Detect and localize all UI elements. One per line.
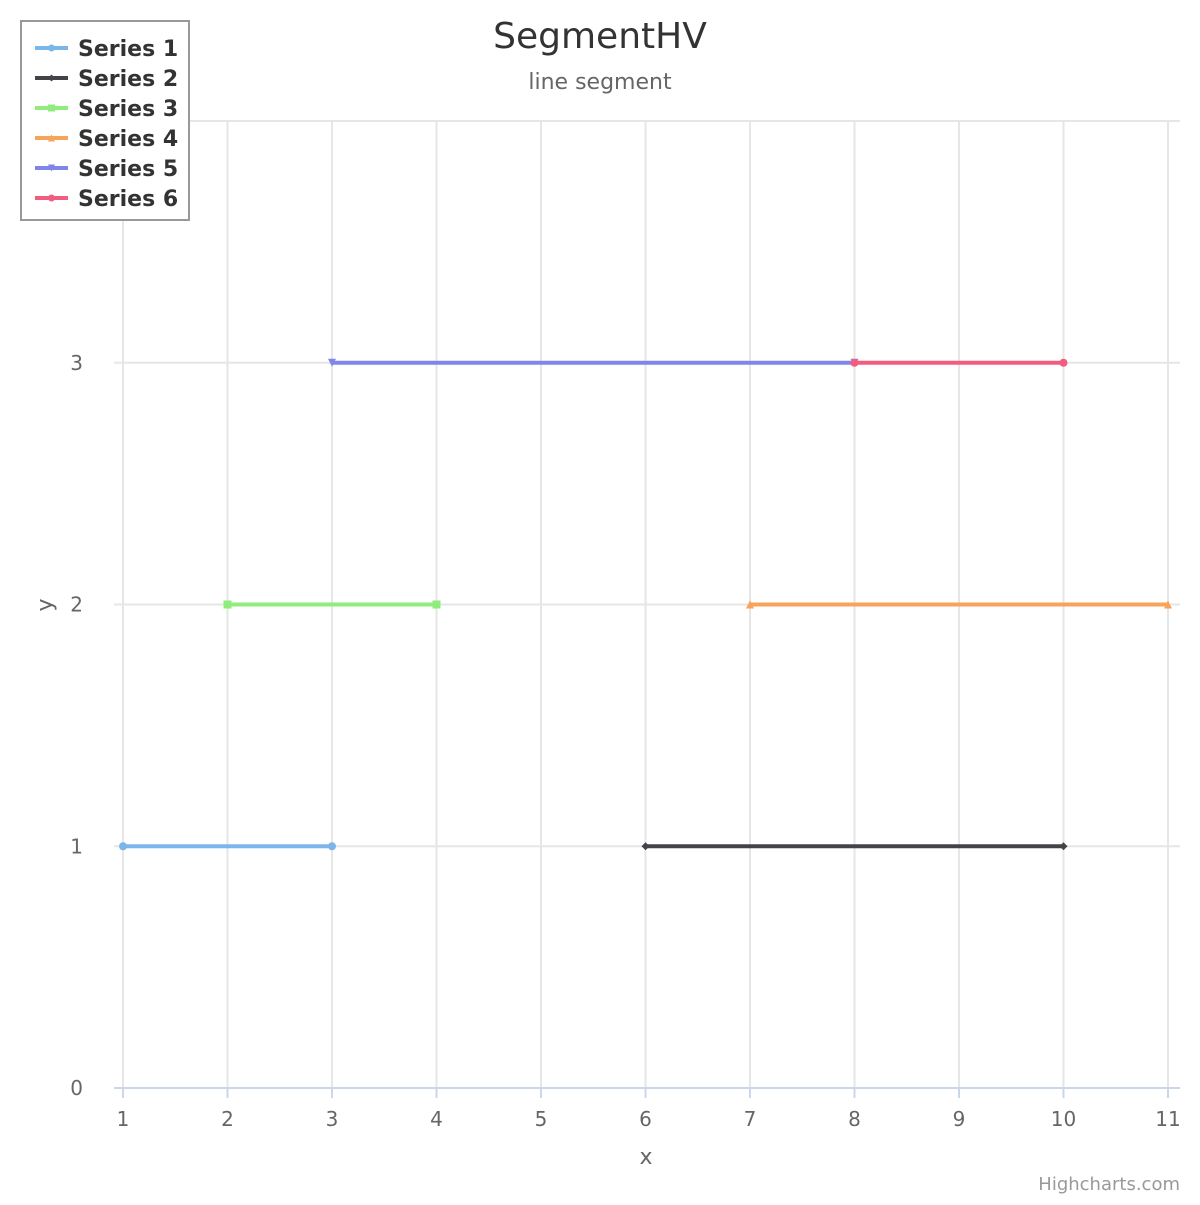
legend-item-series-4[interactable]: Series 4: [35, 127, 178, 152]
legend-box: [20, 20, 190, 221]
legend-item-series-1[interactable]: Series 1: [35, 37, 178, 62]
y-axis-title: y: [33, 598, 58, 611]
chart-title: SegmentHV: [493, 16, 707, 57]
x-tick-label: 7: [744, 1107, 757, 1131]
legend-item-series-2[interactable]: Series 2: [35, 67, 178, 92]
legend-item-series-6[interactable]: Series 6: [35, 187, 178, 212]
data-point[interactable]: [850, 358, 859, 367]
legend[interactable]: Series 1 Series 2 Series 3 Series 4 Series 5…: [20, 20, 190, 221]
legend-marker: [48, 74, 55, 82]
series-2[interactable]: [641, 842, 1068, 851]
series-layer: [119, 358, 1172, 851]
x-tick-label: 5: [535, 1107, 548, 1131]
series-5[interactable]: [328, 358, 859, 367]
legend-label: Series 6: [78, 187, 178, 212]
x-tick-label: 11: [1155, 1107, 1180, 1131]
x-tick-label: 1: [117, 1107, 130, 1131]
legend-label: Series 3: [78, 97, 178, 122]
x-tick-label: 10: [1051, 1107, 1076, 1131]
data-point[interactable]: [641, 842, 650, 851]
x-tick-label: 2: [221, 1107, 234, 1131]
y-tick-label: 3: [70, 351, 83, 375]
data-point[interactable]: [1059, 358, 1068, 367]
axis-layer: 123456789101101234: [70, 109, 1180, 1131]
data-point[interactable]: [1164, 600, 1172, 609]
legend-items: Series 1 Series 2 Series 3 Series 4 Series 5…: [35, 37, 178, 212]
series-3[interactable]: [223, 600, 441, 609]
x-tick-label: 6: [639, 1107, 652, 1131]
y-tick-label: 0: [70, 1076, 83, 1100]
legend-label: Series 4: [78, 127, 178, 152]
x-tick-label: 4: [430, 1107, 443, 1131]
legend-marker: [48, 104, 55, 112]
credits-link[interactable]: Highcharts.com: [1038, 1174, 1180, 1195]
y-tick-label: 1: [70, 834, 83, 858]
legend-label: Series 1: [78, 37, 178, 62]
legend-marker: [48, 164, 55, 172]
legend-item-series-3[interactable]: Series 3: [35, 97, 178, 122]
data-point[interactable]: [328, 358, 336, 367]
legend-marker: [48, 44, 55, 52]
y-tick-label: 2: [70, 593, 83, 617]
series-4[interactable]: [746, 600, 1172, 609]
x-tick-label: 9: [953, 1107, 966, 1131]
legend-item-series-5[interactable]: Series 5: [35, 157, 178, 182]
legend-marker: [48, 134, 55, 142]
series-1[interactable]: [119, 842, 336, 851]
chart-subtitle: line segment: [528, 70, 672, 95]
data-point[interactable]: [432, 600, 441, 609]
x-tick-label: 8: [848, 1107, 861, 1131]
series-6[interactable]: [850, 358, 1068, 367]
data-point[interactable]: [746, 600, 754, 609]
x-tick-label: 3: [326, 1107, 339, 1131]
data-point[interactable]: [119, 842, 127, 851]
legend-marker: [48, 194, 55, 202]
data-point[interactable]: [328, 842, 336, 851]
data-point[interactable]: [1059, 842, 1068, 851]
legend-label: Series 2: [78, 67, 178, 92]
legend-label: Series 5: [78, 157, 178, 182]
x-axis-title: x: [639, 1145, 652, 1170]
data-point[interactable]: [223, 600, 232, 609]
